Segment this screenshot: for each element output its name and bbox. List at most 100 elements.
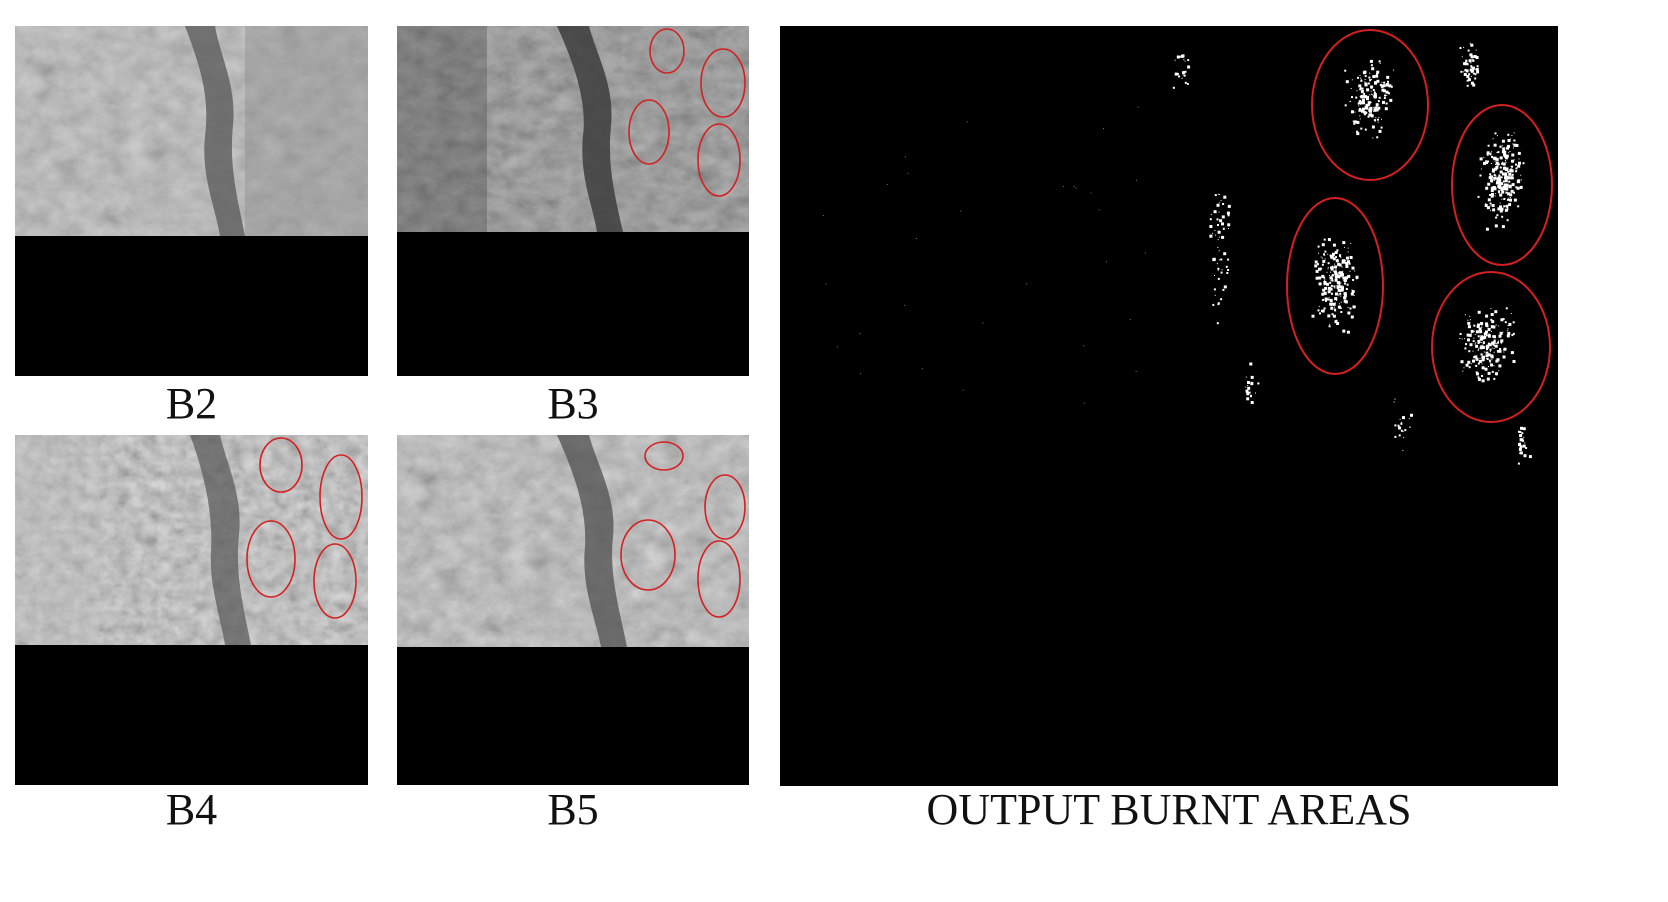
burnt-pixel xyxy=(1345,262,1349,265)
burnt-pixel xyxy=(1216,203,1220,207)
burnt-pixel xyxy=(1477,335,1480,338)
b4-caption: B4 xyxy=(165,785,218,834)
burnt-pixel xyxy=(1367,104,1370,106)
burnt-pixel xyxy=(1026,283,1028,285)
burnt-pixel xyxy=(1335,277,1338,279)
burnt-pixel xyxy=(1478,377,1481,381)
burnt-pixel xyxy=(1075,187,1077,189)
burnt-pixel xyxy=(1217,269,1219,271)
burnt-pixel xyxy=(1381,81,1383,83)
burnt-pixel xyxy=(1475,68,1479,71)
burnt-pixel xyxy=(1398,434,1401,437)
burnt-pixel xyxy=(1462,370,1464,372)
burnt-pixel xyxy=(1509,151,1511,152)
burnt-pixel xyxy=(1489,153,1492,156)
burnt-pixel xyxy=(1372,109,1374,111)
burnt-pixel xyxy=(1502,161,1504,163)
burnt-pixel xyxy=(1486,344,1490,348)
burnt-pixel xyxy=(1380,126,1383,129)
burnt-pixel xyxy=(1388,84,1392,88)
burnt-pixel xyxy=(1187,59,1190,62)
burnt-pixel xyxy=(1351,266,1355,270)
burnt-pixel xyxy=(1334,275,1338,279)
burnt-pixel xyxy=(1491,192,1494,196)
burnt-pixel xyxy=(1486,358,1488,360)
burnt-pixel xyxy=(1369,109,1372,113)
burnt-pixel xyxy=(1374,91,1376,93)
burnt-pixel xyxy=(1333,255,1335,257)
burnt-pixel xyxy=(1347,284,1349,285)
burnt-pixel xyxy=(1466,84,1469,87)
burnt-pixel xyxy=(1477,339,1481,343)
burnt-pixel xyxy=(1324,286,1328,290)
burnt-pixel xyxy=(1374,81,1378,85)
burnt-pixel xyxy=(1507,328,1509,330)
burnt-pixel xyxy=(1223,252,1227,256)
burnt-pixel xyxy=(1326,282,1329,286)
burnt-pixel xyxy=(1499,179,1502,182)
burnt-pixel xyxy=(1493,172,1495,174)
burnt-pixel xyxy=(1487,371,1491,375)
burnt-pixel xyxy=(1321,275,1325,279)
burnt-pixel xyxy=(1486,358,1489,360)
output-burnt-areas-image xyxy=(780,26,1558,786)
burnt-pixel xyxy=(1488,343,1492,347)
burnt-pixel xyxy=(1489,173,1492,176)
burnt-pixel xyxy=(1335,292,1338,296)
burnt-pixel xyxy=(1332,270,1334,272)
burnt-pixel xyxy=(1498,325,1500,327)
burnt-pixel xyxy=(1523,454,1527,458)
burnt-pixel xyxy=(1499,170,1503,174)
burnt-pixel xyxy=(1174,59,1176,61)
burnt-pixel xyxy=(1485,351,1488,354)
burnt-pixel xyxy=(1501,145,1503,147)
burnt-pixel xyxy=(1377,106,1381,110)
burnt-pixel xyxy=(825,283,827,285)
burnt-pixel xyxy=(1499,145,1501,147)
burnt-pixel xyxy=(1343,296,1347,300)
burnt-pixel xyxy=(1345,80,1349,84)
burnt-pixel xyxy=(1475,49,1477,51)
burnt-pixel xyxy=(1487,182,1491,186)
burnt-pixel xyxy=(1496,350,1499,353)
burnt-pixel xyxy=(1245,376,1247,378)
burnt-pixel xyxy=(1491,347,1493,349)
burnt-pixel xyxy=(1227,269,1230,271)
burnt-pixel xyxy=(1501,139,1505,143)
burnt-pixel xyxy=(1255,392,1256,394)
burnt-pixel xyxy=(1331,279,1334,282)
burnt-pixel xyxy=(1476,70,1480,74)
burnt-pixel xyxy=(1344,282,1346,285)
burnt-pixel xyxy=(1324,255,1326,257)
burnt-pixel xyxy=(1323,291,1327,295)
burnt-pixel xyxy=(1328,296,1330,298)
output-highlight-ellipse xyxy=(1286,197,1384,375)
burnt-pixel xyxy=(966,121,968,123)
burnt-pixel xyxy=(1223,195,1227,199)
burnt-pixel xyxy=(1365,106,1368,110)
burnt-pixel xyxy=(1461,338,1463,340)
burnt-pixel xyxy=(1353,305,1356,308)
burnt-pixel xyxy=(1318,282,1322,286)
burnt-pixel xyxy=(1378,117,1380,118)
burnt-pixel xyxy=(1220,271,1223,274)
burnt-pixel xyxy=(1356,130,1359,133)
burnt-pixel xyxy=(1330,267,1334,271)
burnt-pixel xyxy=(1209,225,1213,228)
burnt-pixel xyxy=(1464,314,1466,316)
burnt-pixel xyxy=(1340,257,1342,258)
burnt-pixel xyxy=(1320,267,1323,270)
burnt-pixel xyxy=(1228,228,1229,229)
burnt-pixel xyxy=(1499,181,1501,183)
burnt-pixel xyxy=(1083,345,1085,347)
burnt-pixel xyxy=(1480,342,1482,343)
burnt-pixel xyxy=(1490,318,1493,321)
burnt-pixel xyxy=(1500,176,1503,179)
burnt-pixel xyxy=(1213,210,1217,214)
burnt-pixel xyxy=(1475,371,1478,374)
burnt-pixel xyxy=(1490,313,1494,316)
burnt-pixel xyxy=(1491,359,1493,361)
b3-highlight-ellipse xyxy=(697,123,741,197)
burnt-pixel xyxy=(1505,162,1507,164)
burnt-pixel xyxy=(1357,76,1359,79)
